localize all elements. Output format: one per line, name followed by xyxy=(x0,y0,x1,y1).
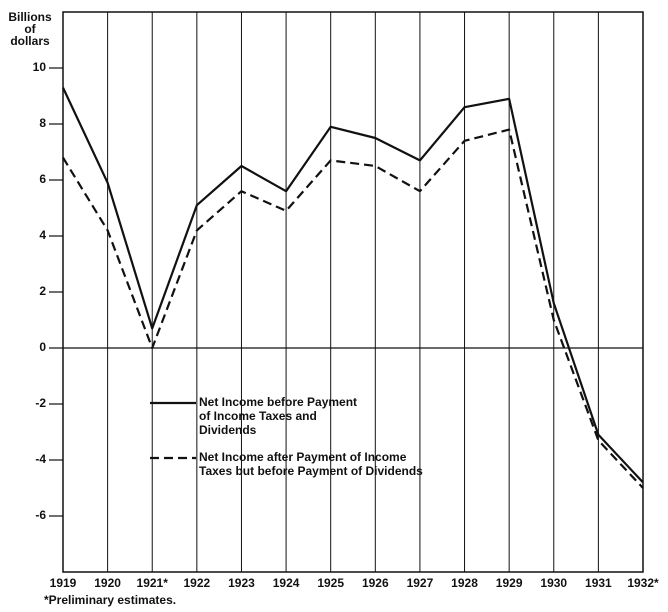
footnote: *Preliminary estimates. xyxy=(44,593,176,607)
x-tick-label: 1920 xyxy=(94,576,121,590)
y-tick-label: 10 xyxy=(33,60,47,74)
x-tick-label: 1929 xyxy=(496,576,523,590)
y-axis-label: dollars xyxy=(10,34,50,48)
y-tick-label: 4 xyxy=(39,228,46,242)
y-tick-label: 2 xyxy=(39,284,46,298)
x-tick-label: 1922 xyxy=(183,576,210,590)
y-tick-label: 0 xyxy=(39,340,46,354)
x-tick-label: 1919 xyxy=(50,576,77,590)
x-tick-label: 1923 xyxy=(228,576,255,590)
y-tick-label: 6 xyxy=(39,172,46,186)
series-line xyxy=(62,87,644,484)
x-tick-label: 1927 xyxy=(407,576,434,590)
x-tick-label: 1930 xyxy=(540,576,567,590)
y-axis-label: of xyxy=(24,22,36,36)
plot-frame xyxy=(62,11,644,573)
x-tick-label: 1926 xyxy=(362,576,389,590)
y-axis-label: Billions xyxy=(8,10,52,24)
y-tick-label: 8 xyxy=(39,116,46,130)
x-tick-label: 1931 xyxy=(585,576,612,590)
x-tick-label: 1921* xyxy=(137,576,169,590)
x-tick-label: 1924 xyxy=(273,576,300,590)
y-tick-label: -6 xyxy=(35,508,46,522)
legend-label: Net Income before Payment of Income Taxe… xyxy=(199,395,358,437)
x-tick-label: 1925 xyxy=(317,576,344,590)
y-tick-label: -2 xyxy=(35,396,46,410)
legend-label: Net Income after Payment of Income Taxes… xyxy=(199,450,423,478)
y-tick-label: -4 xyxy=(35,452,46,466)
series-line xyxy=(62,128,644,489)
x-tick-label: 1928 xyxy=(451,576,478,590)
x-tick-label: 1932* xyxy=(627,576,659,590)
